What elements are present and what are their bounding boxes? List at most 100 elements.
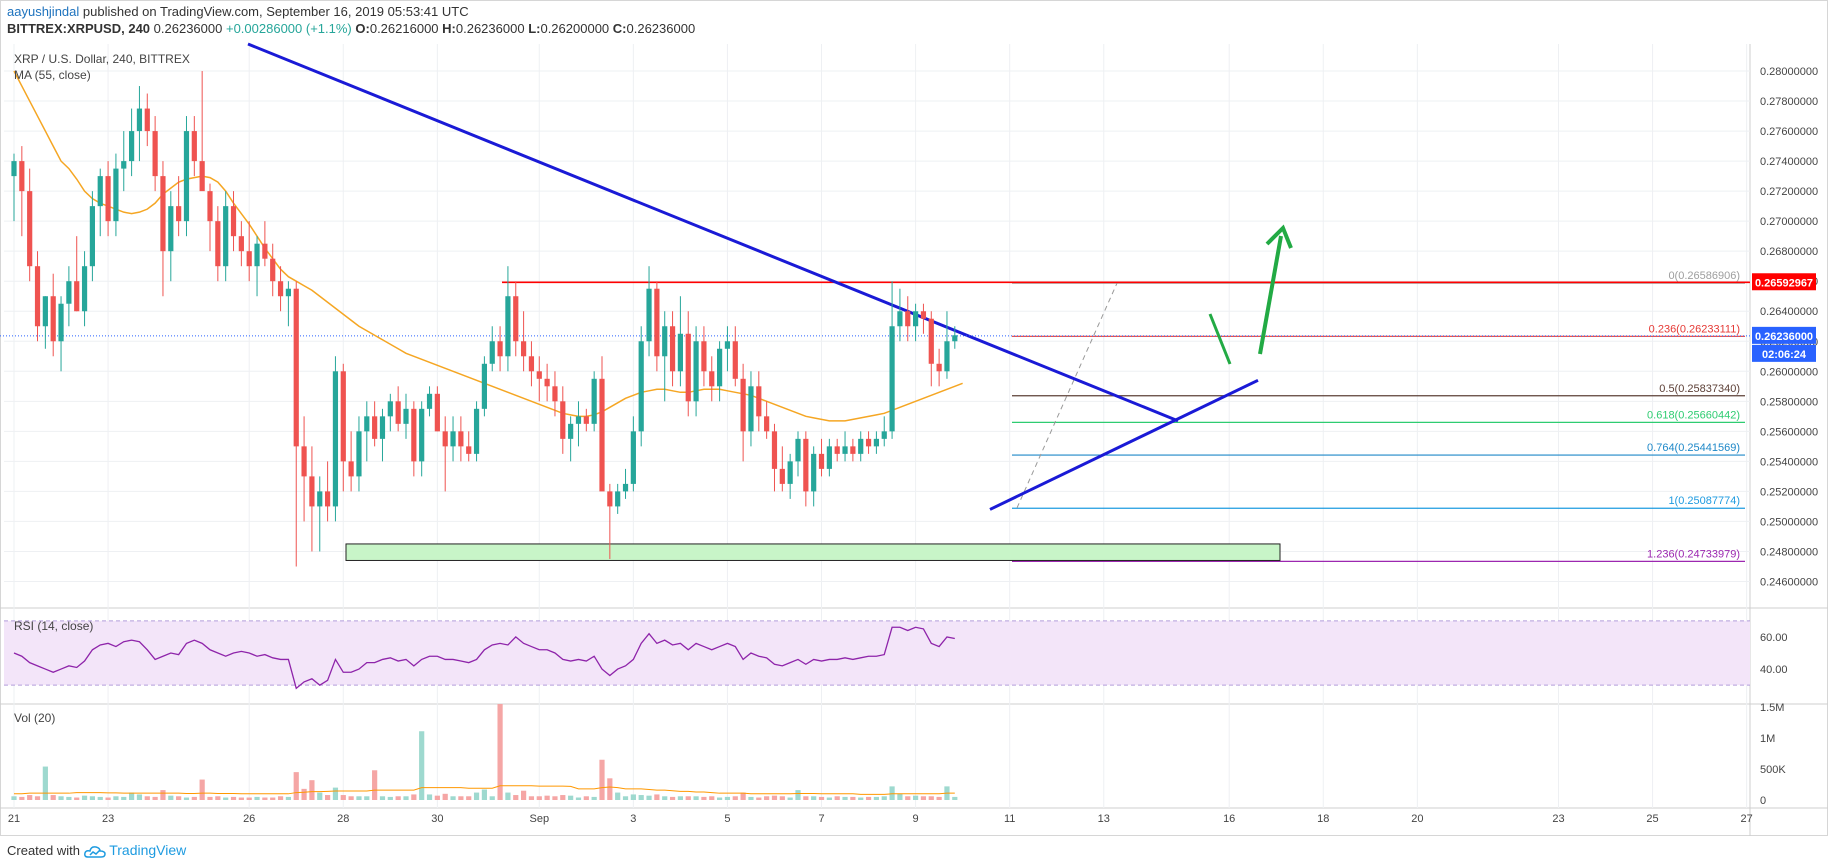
volume-bar [81, 795, 88, 800]
volume-bar [881, 796, 887, 800]
candle-body [685, 333, 691, 402]
volume-bar [724, 796, 731, 800]
volume-bar [709, 796, 715, 800]
candle-body [505, 296, 511, 357]
time-tick-label: 28 [337, 813, 349, 825]
volume-bar [340, 795, 346, 800]
candle-body [481, 363, 487, 409]
candle-body [850, 446, 856, 454]
candle-body [183, 131, 190, 222]
volume-bar [277, 796, 284, 800]
volume-bar [669, 796, 676, 800]
price-tick-label: 0.27400000 [1760, 156, 1818, 168]
candle-body [176, 206, 182, 222]
time-tick-label: 5 [724, 813, 730, 825]
candle-body [246, 251, 252, 267]
rsi-pane-title: RSI (14, close) [14, 619, 93, 633]
time-axis: 21 23 26 28 30 Sep 3 5 7 9 11 13 16 18 20 23 25 27 [8, 813, 1753, 825]
candle-body [575, 416, 582, 424]
volume-bar [136, 794, 143, 800]
volume-bar [152, 796, 158, 800]
volume-pane-title: Vol (20) [14, 711, 55, 725]
volume-bar [552, 796, 558, 800]
volume-bar [811, 796, 817, 800]
volume-bar [183, 797, 190, 800]
fib-level-label: 0.764(0.25441569) [1647, 442, 1740, 454]
candle-body [11, 161, 17, 177]
candle-body [340, 371, 346, 462]
low-value: 0.26200000 [540, 21, 610, 36]
time-tick-label: 9 [913, 813, 919, 825]
volume-bar [583, 796, 589, 800]
candle-body [277, 281, 284, 297]
price-tick-label: 0.24800000 [1760, 546, 1818, 558]
price-tick-label: 0.24600000 [1760, 576, 1818, 588]
candle-body [199, 161, 205, 192]
volume-bar [207, 796, 213, 800]
volume-bar [325, 795, 331, 800]
candle-body [136, 108, 143, 132]
candle-body [669, 326, 676, 372]
volume-bar [740, 792, 746, 800]
volume-bar [489, 796, 495, 800]
rsi-pane: 60.00 40.00 [4, 620, 1788, 690]
volume-bar [121, 796, 127, 800]
volume-bar [717, 797, 723, 800]
volume-bar [105, 797, 111, 800]
candle-body [34, 266, 41, 327]
author-link[interactable]: aayushjindal [7, 4, 80, 19]
candle-body [756, 386, 762, 417]
volume-bar [387, 796, 393, 800]
volume-bar [536, 796, 542, 800]
tradingview-brand[interactable]: TradingView [109, 842, 187, 858]
candle-body [168, 206, 174, 252]
volume-bar [842, 796, 848, 800]
volume-bar [795, 790, 801, 800]
volume-bar [309, 780, 315, 800]
volume-bar [630, 794, 636, 800]
candle-body [489, 341, 495, 364]
candle-body [513, 296, 519, 342]
candle-body [230, 206, 237, 237]
volume-bar [787, 797, 793, 800]
volume-bar [662, 796, 668, 800]
candle-body [238, 236, 244, 252]
volume-bar [332, 787, 339, 800]
volume-bar [693, 796, 699, 800]
candle-body [309, 476, 315, 507]
candle-body [66, 281, 72, 304]
candle-body [936, 363, 942, 372]
candle-body [497, 341, 503, 357]
candle-body [215, 221, 221, 267]
volume-bar [473, 792, 480, 800]
volume-bar [168, 795, 174, 800]
price-chart[interactable]: 0(0.26586906) 0.236(0.26233111) 0.5(0.2583… [0, 0, 1828, 836]
volume-tick-label: 1M [1760, 733, 1775, 745]
fib-level-label: 0.618(0.25660442) [1647, 409, 1740, 421]
volume-bar [575, 797, 582, 800]
candle-body [81, 266, 88, 312]
volume-bar [560, 795, 566, 800]
pane-labels: XRP / U.S. Dollar, 240, BITTREX MA (55, c… [14, 52, 190, 725]
volume-bar [873, 796, 879, 800]
candle-body [364, 416, 370, 432]
bearish-trend-line [247, 42, 1179, 423]
symbol-label: BITTREX:XRPUSD, 240 [7, 21, 151, 36]
price-tick-label: 0.25600000 [1760, 426, 1818, 438]
volume-bar [66, 796, 72, 800]
price-badge-label: 0.26592967 [1755, 277, 1813, 289]
fib-level-label: 0.5(0.25837340) [1659, 383, 1740, 395]
candle-body [622, 483, 629, 492]
candle-body [58, 303, 64, 342]
candle-body [583, 416, 589, 424]
volume-bar [756, 797, 762, 800]
high-value: 0.26236000 [455, 21, 525, 36]
volume-bar [458, 796, 464, 800]
volume-bar [238, 797, 244, 800]
volume-bar [42, 766, 48, 800]
candle-body [787, 461, 793, 484]
volume-bar [748, 796, 754, 800]
volume-bar [426, 794, 433, 800]
price-badge [1752, 326, 1816, 344]
candle-body [795, 438, 801, 462]
